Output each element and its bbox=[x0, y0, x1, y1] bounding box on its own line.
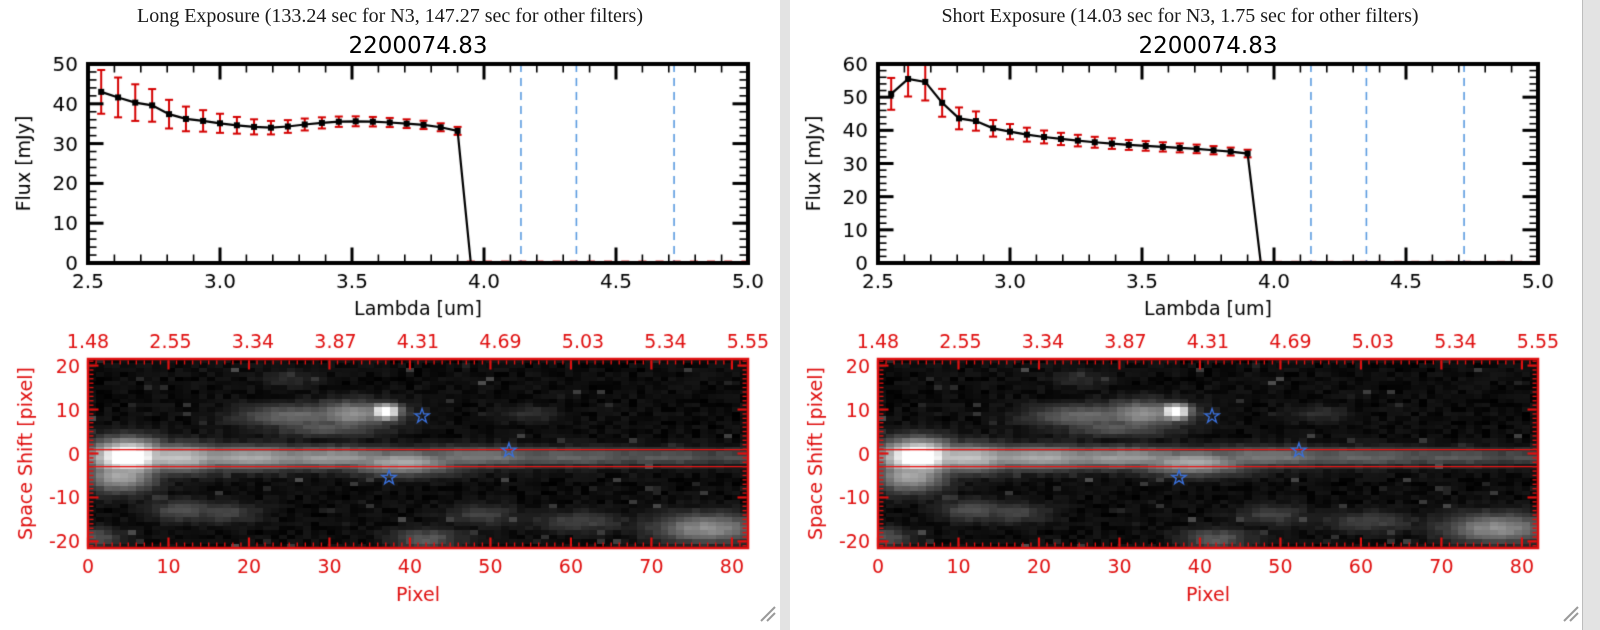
panel-header-short: Short Exposure (14.03 sec for N3, 1.75 s… bbox=[941, 5, 1419, 27]
spectrum-title-short: 2200074.83 bbox=[1138, 33, 1278, 59]
short-exposure-plots-canvas bbox=[790, 0, 1570, 630]
panel-header-long: Long Exposure (133.24 sec for N3, 147.27… bbox=[137, 5, 643, 27]
short-exposure-window: Short Exposure (14.03 sec for N3, 1.75 s… bbox=[790, 0, 1582, 630]
spectrum-title-long: 2200074.83 bbox=[348, 33, 488, 59]
resize-grip-icon[interactable] bbox=[758, 604, 776, 622]
resize-grip-icon[interactable] bbox=[1561, 604, 1579, 622]
long-exposure-plots-canvas bbox=[0, 0, 780, 630]
long-exposure-window: Long Exposure (133.24 sec for N3, 147.27… bbox=[0, 0, 780, 630]
